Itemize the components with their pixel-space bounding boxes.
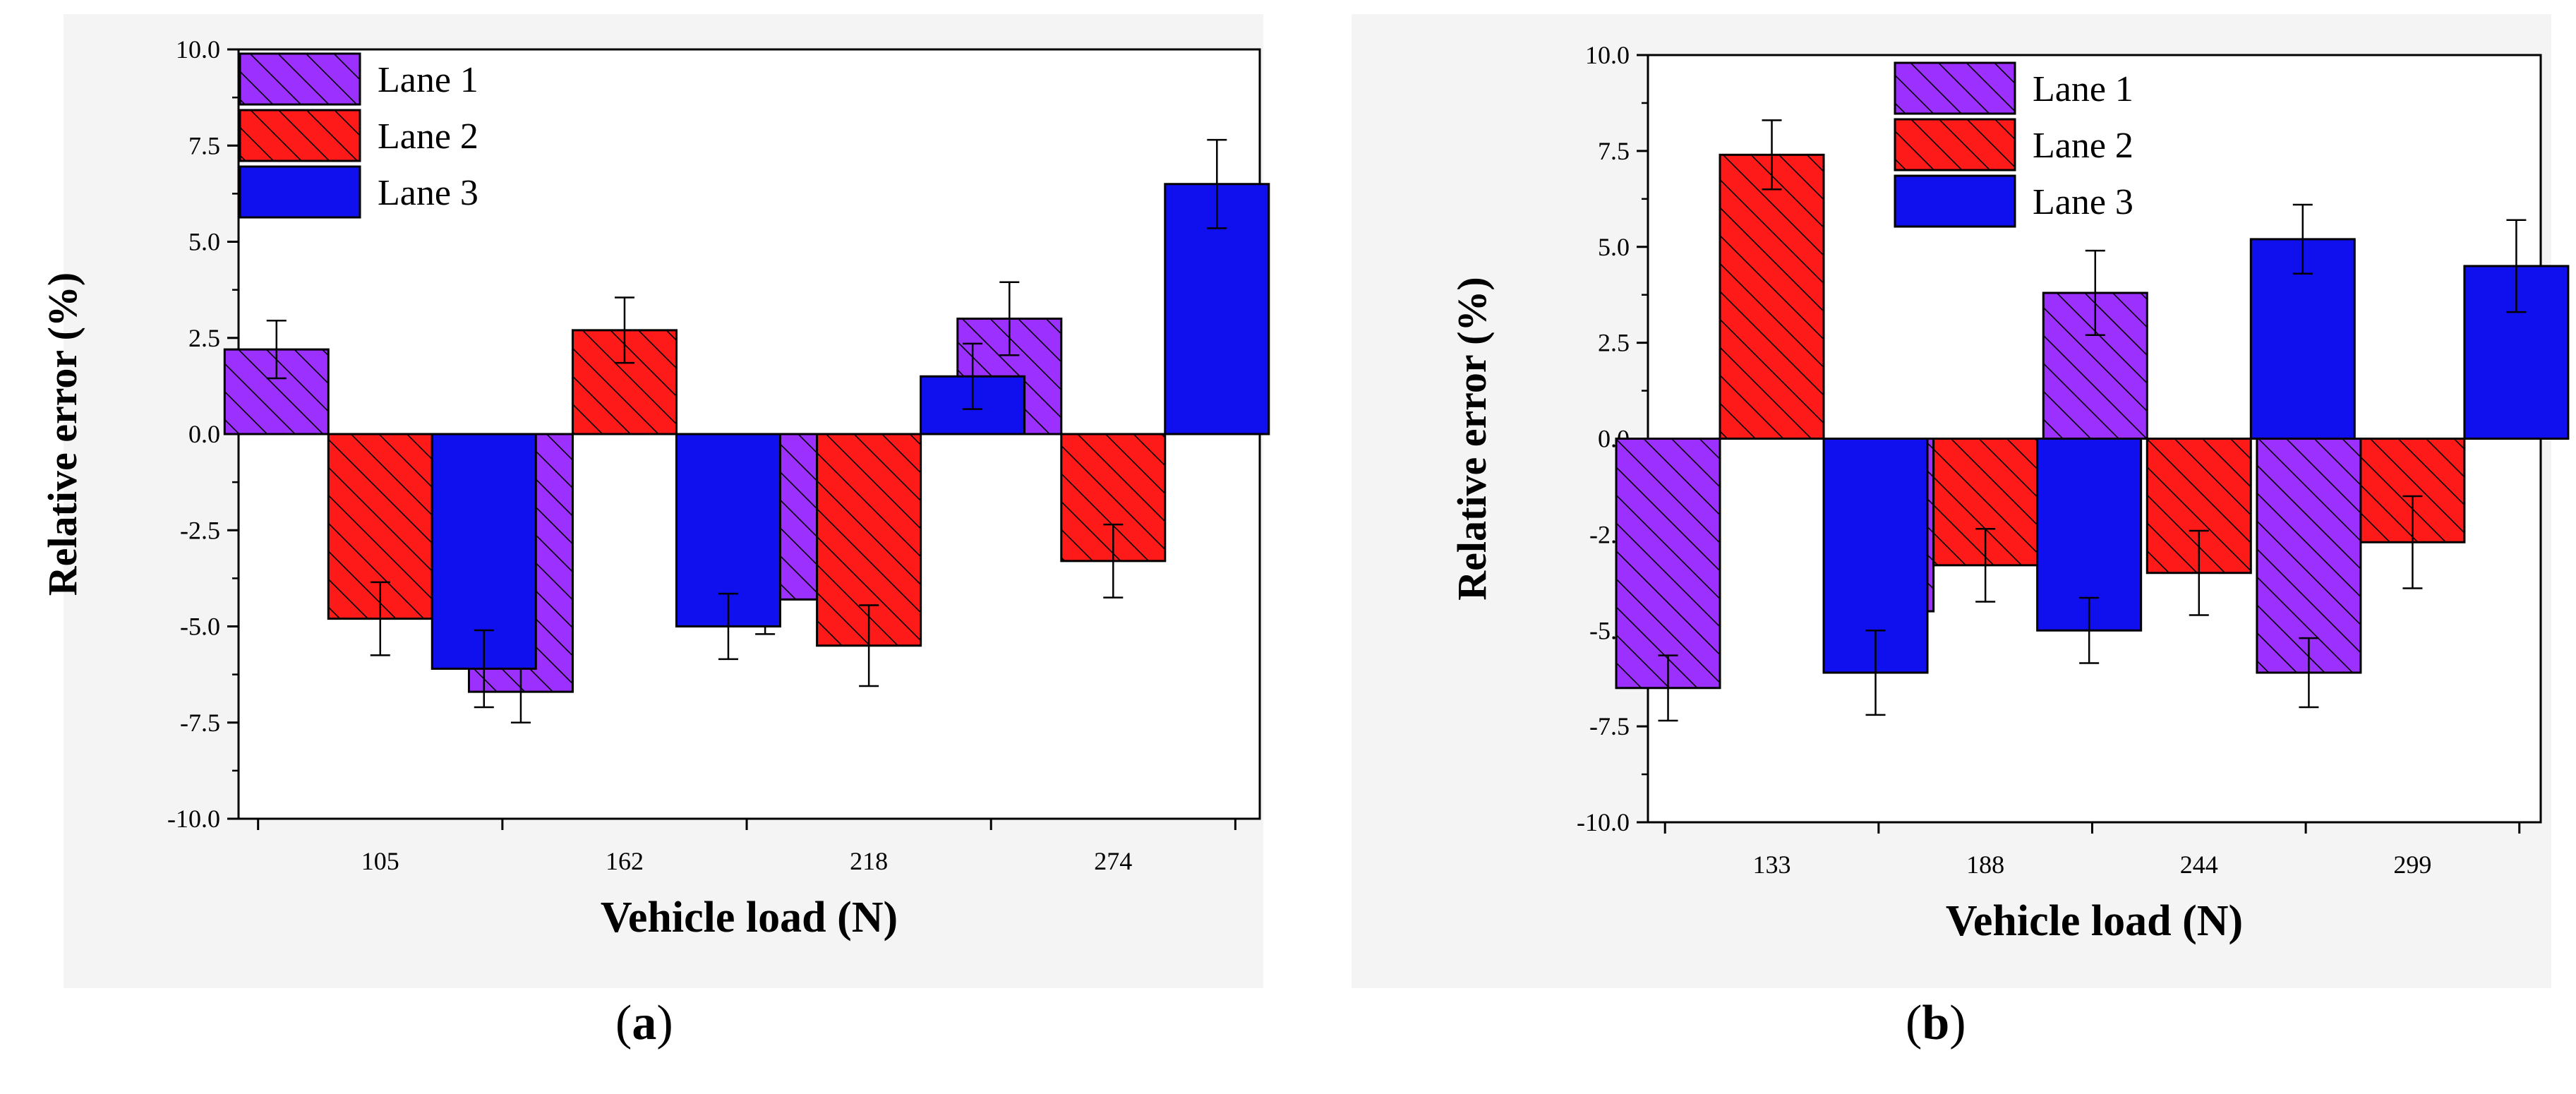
y-axis-label: Relative error (%)	[1449, 277, 1495, 600]
legend-swatch-lane-2	[1894, 118, 2016, 172]
legend: Lane 1 Lane 2 Lane 3	[1894, 61, 2133, 228]
bar-lane-2-133	[1719, 153, 1825, 440]
legend-label: Lane 1	[2033, 69, 2133, 109]
y-tick-label: 7.5	[188, 131, 220, 160]
x-tick-label: 188	[1966, 850, 2004, 879]
y-tick-label: 10.0	[176, 35, 220, 64]
y-tick-label: 2.5	[188, 324, 220, 352]
y-tick-label: 2.5	[1598, 329, 1630, 357]
y-tick-label: -10.0	[167, 805, 220, 833]
legend: Lane 1 Lane 2 Lane 3	[239, 52, 479, 219]
x-tick-label: 162	[606, 847, 644, 875]
x-tick-label: 244	[2180, 850, 2218, 879]
chart-panel-a: -10.0 -7.5 -5.0 -2.5 0.0 2.5 5.0 7.5 10.0 105 162 2…	[40, 14, 1270, 1050]
panel-caption-b: (b)	[1906, 996, 1966, 1050]
x-axis-label: Vehicle load (N)	[1946, 897, 2243, 945]
legend-swatch-lane-3	[1894, 174, 2016, 228]
bar-series-group	[1615, 119, 2570, 722]
y-tick-label: 7.5	[1598, 137, 1630, 165]
bar-chart-a: -10.0 -7.5 -5.0 -2.5 0.0 2.5 5.0 7.5 10.0 105 162 2…	[40, 35, 1270, 942]
legend-label: Lane 3	[378, 173, 479, 213]
legend-label: Lane 2	[2033, 126, 2133, 166]
legend-label: Lane 1	[378, 60, 479, 100]
legend-swatch-lane-3	[239, 165, 361, 219]
y-tick-label: -5.0	[180, 613, 220, 641]
y-axis-label: Relative error (%)	[40, 272, 85, 596]
x-tick-label: 274	[1094, 847, 1132, 875]
x-tick-label: 133	[1753, 850, 1791, 879]
y-tick-label: -2.5	[180, 516, 220, 544]
y-tick-label: 10.0	[1585, 41, 1630, 69]
x-tick-label: 105	[361, 847, 399, 875]
panel-caption-a: (a)	[615, 996, 673, 1050]
y-tick-label: -7.5	[180, 709, 220, 737]
legend-swatch-lane-2	[239, 109, 361, 162]
y-tick-label: -7.5	[1589, 712, 1630, 740]
legend-swatch-lane-1	[1894, 61, 2016, 115]
y-tick-label: 0.0	[188, 420, 220, 448]
legend-label: Lane 3	[2033, 182, 2133, 222]
bar-lane-1-105	[223, 348, 330, 435]
y-tick-label: 5.0	[1598, 233, 1630, 261]
x-axis-label: Vehicle load (N)	[601, 894, 898, 942]
legend-swatch-lane-1	[239, 52, 361, 106]
bar-lane-1-133	[1615, 438, 1721, 690]
bar-series-group	[223, 138, 1270, 723]
x-tick-label: 218	[850, 847, 888, 875]
y-tick-label: -10.0	[1577, 808, 1630, 836]
chart-panel-b: -10.0 -7.5 -5.0 -2.5 0.0 2.5 5.0 7.5 10.0 133 188 2…	[1288, 0, 2576, 1094]
x-tick-label: 299	[2393, 850, 2431, 879]
bar-lane-1-299	[2256, 438, 2362, 674]
y-tick-label: 5.0	[188, 228, 220, 256]
legend-label: Lane 2	[378, 116, 479, 157]
